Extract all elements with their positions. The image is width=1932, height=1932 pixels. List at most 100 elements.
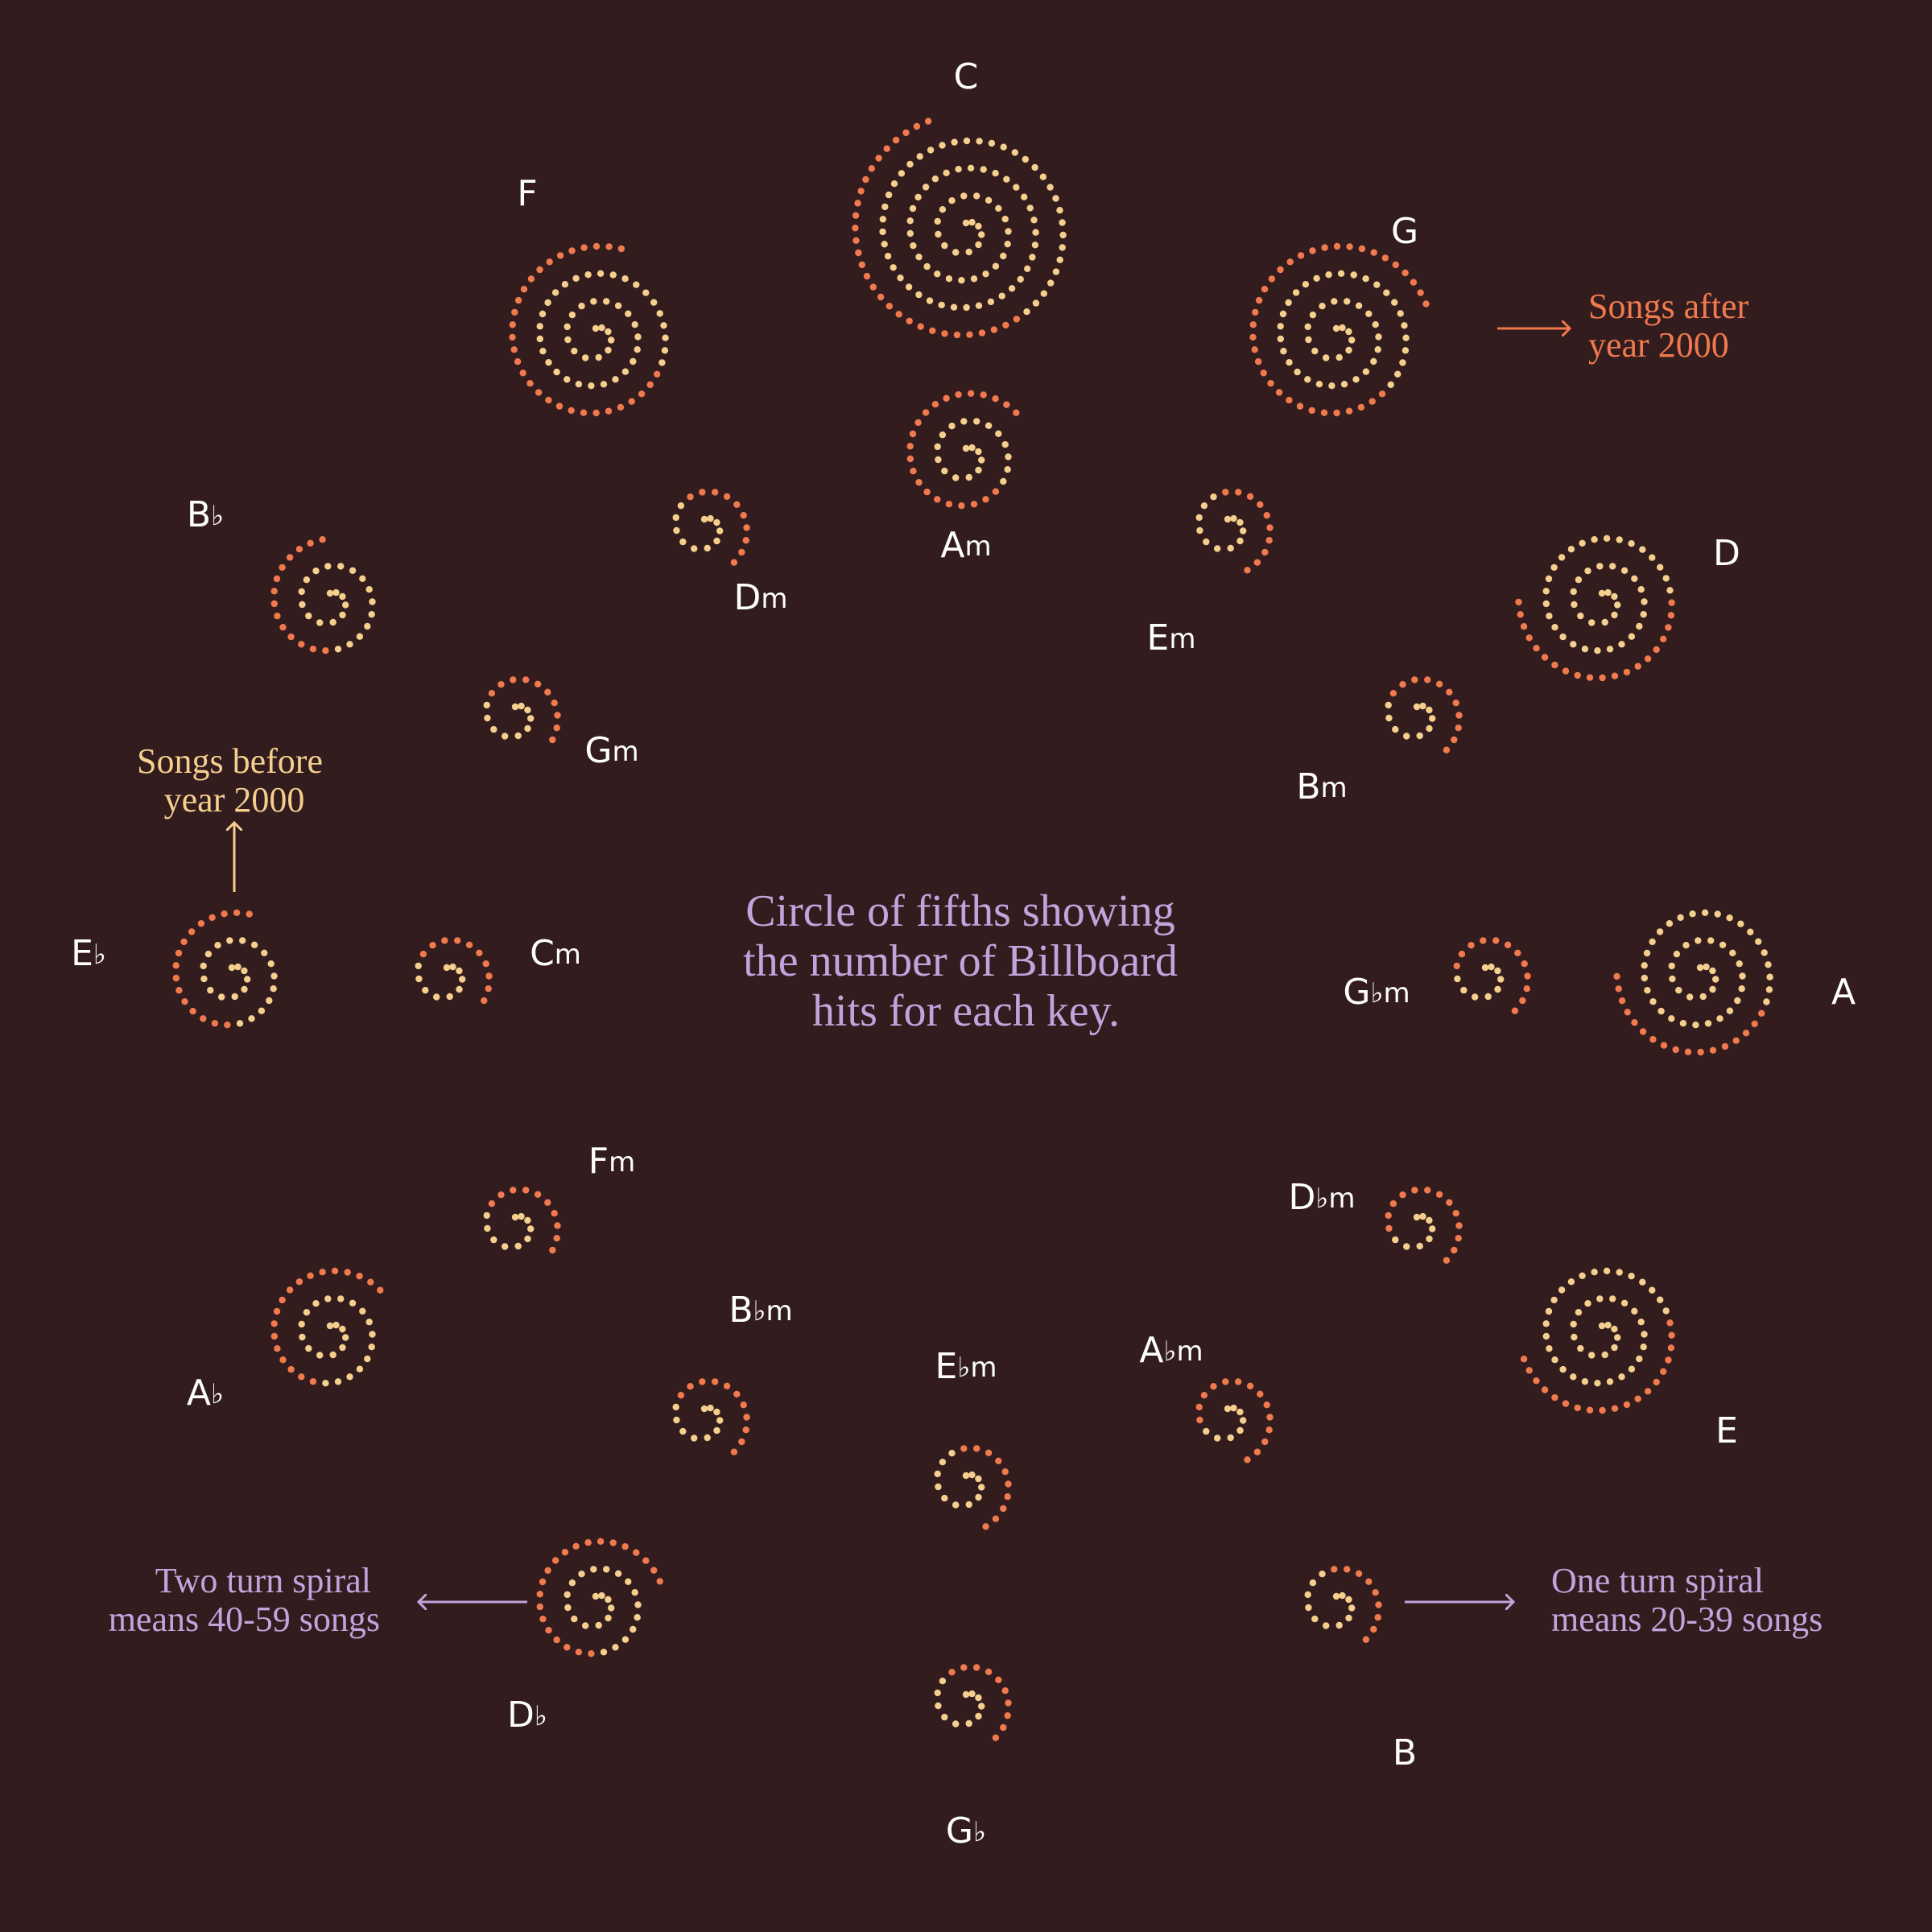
song-dot-after [1611,672,1619,679]
song-dot-before [1227,1434,1234,1442]
song-dot-after [1244,567,1251,574]
song-dot-before [456,967,463,975]
song-dot-after [923,488,931,496]
song-dot-after [286,1286,294,1294]
song-dot-before [975,302,983,309]
song-dot-before [1598,589,1606,597]
song-dot-after [1511,1007,1519,1014]
song-dot-before [1056,207,1063,214]
song-dot-before [597,270,605,277]
song-dot-before [359,575,366,582]
song-dot-after [886,303,894,310]
spiral-ebm [934,1445,1012,1530]
song-dot-after [633,1549,640,1556]
song-dot-before [1551,624,1558,631]
song-dot-before [1550,564,1558,572]
song-dot-before [527,715,535,722]
song-dot-after [279,1356,287,1364]
song-dot-after [1520,1356,1528,1363]
song-dot-before [1641,974,1649,982]
song-dot-before [975,1493,982,1501]
song-dot-after [356,1273,363,1280]
song-dot-before [1609,1295,1616,1302]
song-dot-before [218,993,225,1001]
song-dot-before [261,949,268,957]
song-dot-before [514,1242,522,1250]
song-dot-before [1286,359,1293,366]
song-dot-after [514,296,522,304]
song-dot-before [962,1472,970,1480]
song-dot-before [1372,321,1379,328]
song-dot-before [962,219,970,227]
song-dot-after [1358,245,1366,253]
song-dot-after [175,987,183,994]
song-dot-before [1628,540,1635,547]
song-dot-after [1422,300,1430,308]
song-dot-before [1639,546,1646,553]
song-dot-after [1618,997,1626,1005]
song-dot-before [609,271,617,279]
song-dot-after [1346,243,1353,250]
song-dot-before [228,964,236,972]
song-dot-before [305,1344,312,1352]
song-dot-before [1628,1273,1635,1280]
song-dot-after [1370,249,1377,256]
song-dot-before [527,1225,535,1232]
song-dot-after [597,1538,605,1546]
song-dot-before [927,147,935,154]
song-dot-before [1643,949,1651,957]
song-dot-after [869,283,877,291]
song-dot-after [1402,269,1409,277]
song-dot-after [1000,1724,1007,1732]
song-dot-before [595,353,602,361]
key-label-dm: Dm [733,577,787,618]
song-dot-after [1533,1377,1540,1385]
song-dot-before [992,170,999,177]
song-dot-after [914,419,922,427]
song-dot-before [605,346,612,354]
song-dot-before [1701,909,1709,917]
song-dot-before [1370,357,1377,365]
song-dot-before [1413,1213,1421,1221]
song-dot-before [662,334,669,341]
song-dot-before [897,275,904,282]
song-dot-after [945,501,953,508]
song-dot-before [1581,1378,1589,1385]
song-dot-before [1649,1286,1656,1294]
song-dot-before [1763,998,1770,1005]
spiral-d [1515,535,1675,682]
song-dot-before [1546,613,1553,620]
song-dot-before [356,1365,364,1373]
song-dot-before [634,346,641,353]
song-dot-after [895,311,902,318]
song-dot-after [520,286,528,293]
song-dot-before [1695,937,1702,944]
song-dot-before [1328,382,1335,390]
song-dot-after [733,501,741,508]
song-dot-before [1196,526,1203,535]
song-dot-before [1755,938,1762,945]
song-dot-before [1738,985,1745,993]
spiral-abm [1195,1378,1274,1463]
song-dot-after [906,443,914,450]
song-dot-before [995,204,1002,212]
song-dot-after [1277,266,1284,274]
song-dot-after [441,937,448,944]
song-dot-after [852,225,859,232]
song-dot-after [1732,1037,1740,1044]
song-dot-before [524,1216,531,1224]
legend-two-turn-line-2: means 40-59 songs [109,1600,380,1639]
song-dot-before [443,964,451,972]
song-dot-after [482,960,489,968]
song-dot-before [316,619,324,626]
song-dot-before [572,275,580,282]
song-dot-before [1696,964,1704,972]
song-dot-after [854,200,861,207]
song-dot-before [1765,986,1773,993]
spirals-layer [172,118,1773,1741]
song-dot-before [1707,937,1715,944]
song-dot-before [324,1295,332,1302]
song-dot-before [1484,993,1492,1001]
song-dot-before [976,138,983,145]
